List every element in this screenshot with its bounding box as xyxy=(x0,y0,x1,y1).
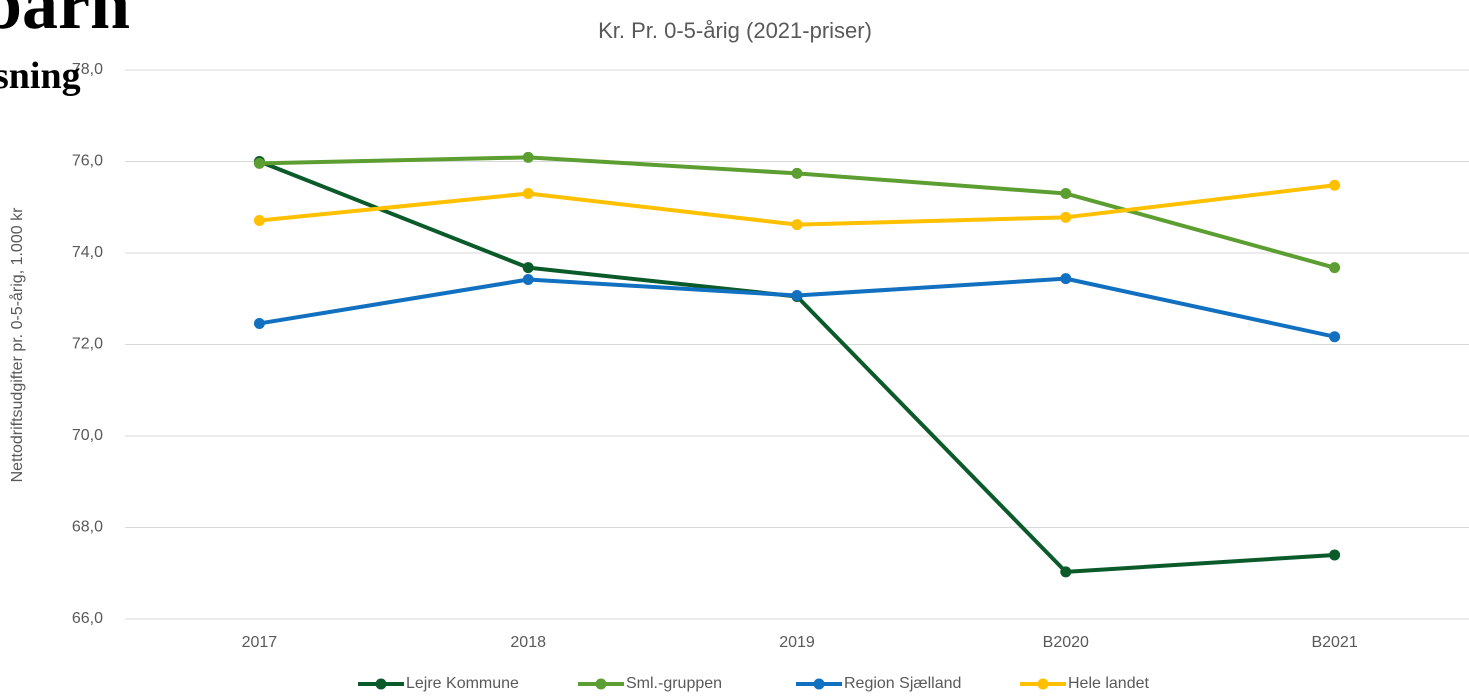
legend-label: Hele landet xyxy=(1068,675,1150,692)
legend-marker xyxy=(1037,678,1049,690)
y-tick-label: 76,0 xyxy=(72,153,103,170)
point xyxy=(1329,331,1341,343)
background-text: sning xyxy=(0,55,81,97)
point xyxy=(1060,566,1072,578)
x-tick-label: 2018 xyxy=(510,634,546,651)
point xyxy=(791,167,803,179)
legend-marker xyxy=(813,678,825,690)
point xyxy=(1329,549,1341,561)
y-tick-label: 72,0 xyxy=(72,336,103,353)
legend-label: Sml.-gruppen xyxy=(626,675,722,692)
point xyxy=(253,215,265,227)
point xyxy=(253,317,265,329)
chart-title: Kr. Pr. 0-5-årig (2021-priser) xyxy=(598,18,872,43)
y-tick-label: 68,0 xyxy=(72,519,103,536)
x-tick-label: B2020 xyxy=(1043,634,1089,651)
point xyxy=(1060,188,1072,200)
series-line xyxy=(259,276,1336,339)
point xyxy=(1060,211,1072,223)
point xyxy=(522,274,534,286)
point xyxy=(522,188,534,200)
point xyxy=(791,290,803,302)
x-tick-label: 2017 xyxy=(242,634,278,651)
point xyxy=(522,151,534,163)
point xyxy=(1060,273,1072,285)
legend-marker xyxy=(375,678,387,690)
point xyxy=(1329,262,1341,274)
y-tick-label: 78,0 xyxy=(72,61,103,78)
y-tick-label: 74,0 xyxy=(72,244,103,261)
series-line xyxy=(259,183,1335,227)
point xyxy=(253,157,265,169)
point xyxy=(791,219,803,231)
background-text: barn xyxy=(0,0,130,44)
y-axis-label: Nettodriftsudgifter pr. 0-5-årig, 1.000 … xyxy=(8,207,26,482)
y-tick-label: 66,0 xyxy=(72,610,103,627)
legend-label: Lejre Kommune xyxy=(406,675,519,692)
x-tick-label: B2021 xyxy=(1311,634,1357,651)
legend-label: Region Sjælland xyxy=(844,675,961,692)
legend-marker xyxy=(595,678,607,690)
point xyxy=(1329,179,1341,191)
point xyxy=(522,262,534,274)
x-tick-label: 2019 xyxy=(779,634,815,651)
y-tick-label: 70,0 xyxy=(72,427,103,444)
